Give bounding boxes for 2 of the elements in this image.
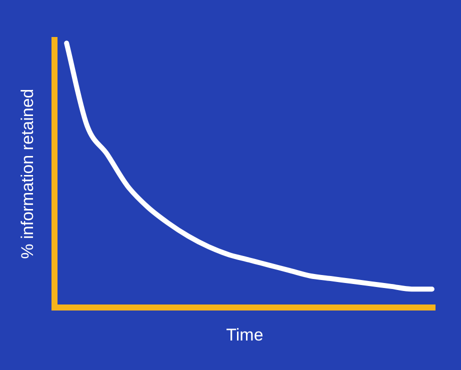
x-axis-title: Time xyxy=(226,325,264,344)
y-axis-title: % information retained xyxy=(18,88,37,259)
